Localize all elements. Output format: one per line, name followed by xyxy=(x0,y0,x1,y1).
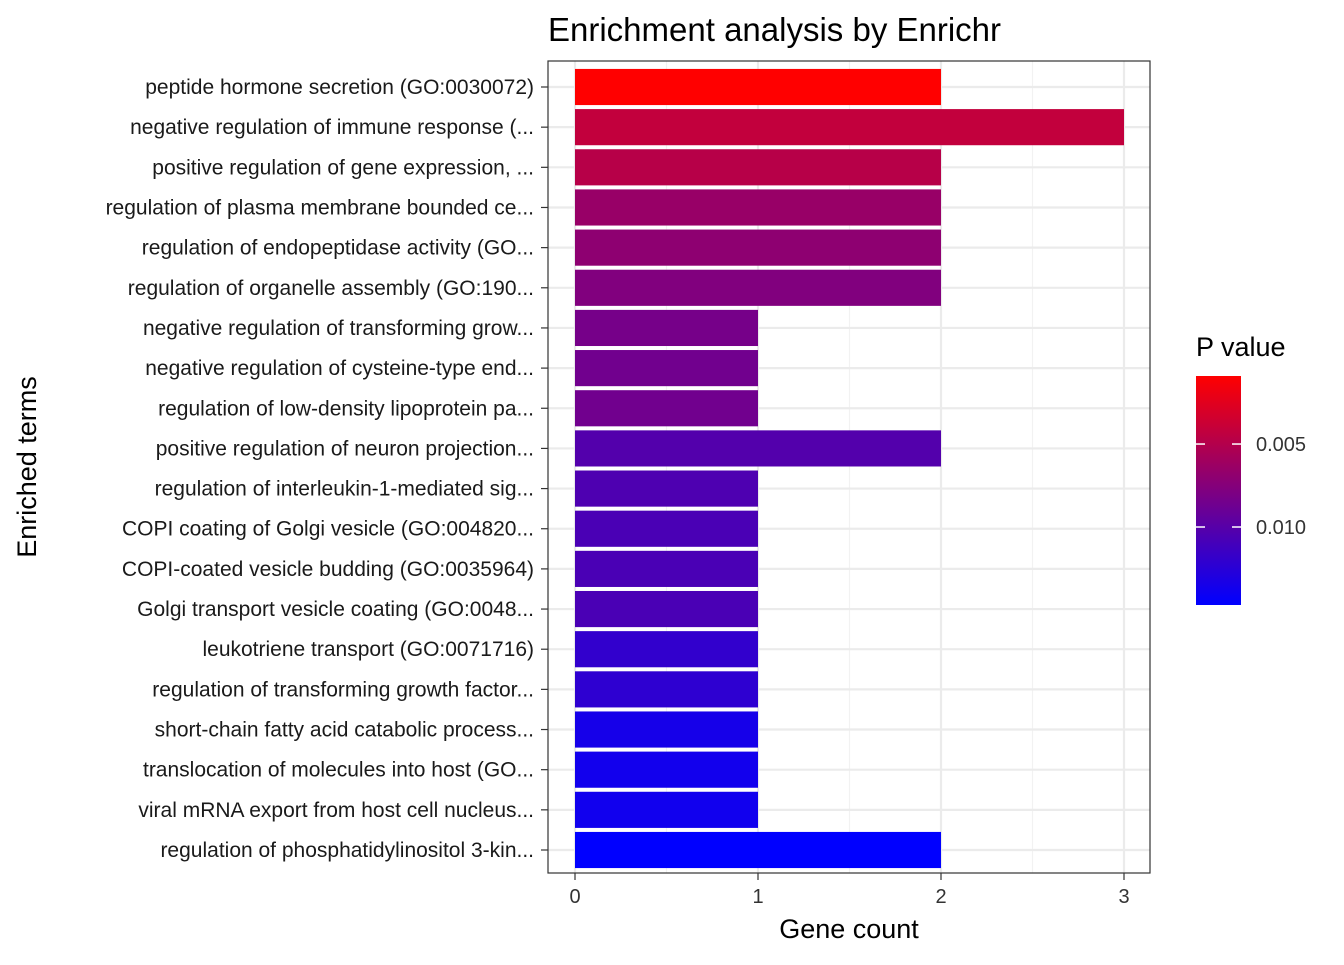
y-tick-label: leukotriene transport (GO:0071716) xyxy=(202,638,534,661)
y-tick-label: regulation of plasma membrane bounded ce… xyxy=(106,196,534,219)
legend-ticks: 0.005 0.010 xyxy=(1196,434,1306,539)
bar xyxy=(575,631,758,668)
y-tick-label: regulation of organelle assembly (GO:190… xyxy=(128,277,534,300)
y-tick-label: regulation of endopeptidase activity (GO… xyxy=(142,237,534,260)
bar xyxy=(575,109,1124,146)
plot-panel-border xyxy=(547,60,1151,874)
x-tick-label: 2 xyxy=(935,886,946,908)
y-axis-ticks: peptide hormone secretion (GO:0030072) ne… xyxy=(106,76,548,862)
y-tick-label: viral mRNA export from host cell nucleus… xyxy=(138,799,534,822)
bar xyxy=(575,831,941,869)
y-tick-label: regulation of low-density lipoprotein pa… xyxy=(158,397,534,420)
legend-title: P value xyxy=(1196,332,1286,362)
y-tick-label: regulation of transforming growth factor… xyxy=(152,678,534,701)
y-tick-label: positive regulation of gene expression, … xyxy=(152,156,534,179)
y-tick-label: negative regulation of immune response (… xyxy=(130,116,534,139)
x-tick-label: 3 xyxy=(1118,886,1129,908)
y-tick-label: COPI coating of Golgi vesicle (GO:004820… xyxy=(122,518,534,541)
bar xyxy=(575,430,941,467)
bar xyxy=(575,68,941,106)
x-tick-label: 0 xyxy=(569,886,580,908)
y-tick-label: negative regulation of transforming grow… xyxy=(143,317,534,340)
bar xyxy=(575,510,758,547)
x-axis-title: Gene count xyxy=(779,914,919,944)
chart-title: Enrichment analysis by Enrichr xyxy=(548,11,1001,48)
y-tick-label: Golgi transport vesicle coating (GO:0048… xyxy=(137,598,534,621)
legend-tick-label: 0.005 xyxy=(1256,434,1306,456)
y-tick-label: regulation of interleukin-1-mediated sig… xyxy=(155,478,534,501)
bar xyxy=(575,590,758,628)
bar xyxy=(575,189,941,226)
y-tick-label: translocation of molecules into host (GO… xyxy=(143,759,534,782)
bar xyxy=(575,309,758,347)
bar xyxy=(575,390,758,427)
bar xyxy=(575,791,758,828)
bar xyxy=(575,350,758,387)
x-tick-label: 1 xyxy=(752,886,763,908)
y-axis-title: Enriched terms xyxy=(12,376,42,558)
bar xyxy=(575,470,758,507)
bar xyxy=(575,229,941,266)
bar xyxy=(575,711,758,748)
y-tick-label: negative regulation of cysteine-type end… xyxy=(145,357,534,380)
bar xyxy=(575,149,941,186)
bar xyxy=(575,269,941,306)
legend-colorbar xyxy=(1196,376,1241,605)
y-tick-label: peptide hormone secretion (GO:0030072) xyxy=(145,76,534,99)
y-tick-label: short-chain fatty acid catabolic process… xyxy=(155,719,534,742)
y-tick-label: positive regulation of neuron projection… xyxy=(156,437,534,460)
bars xyxy=(575,68,1124,869)
bar xyxy=(575,550,758,587)
x-axis-ticks: 0 1 2 3 xyxy=(569,873,1130,908)
y-tick-label: COPI-coated vesicle budding (GO:0035964) xyxy=(122,558,534,581)
bar xyxy=(575,751,758,788)
legend-tick-label: 0.010 xyxy=(1256,517,1306,539)
bar xyxy=(575,671,758,708)
y-tick-label: regulation of phosphatidylinositol 3-kin… xyxy=(160,839,534,862)
